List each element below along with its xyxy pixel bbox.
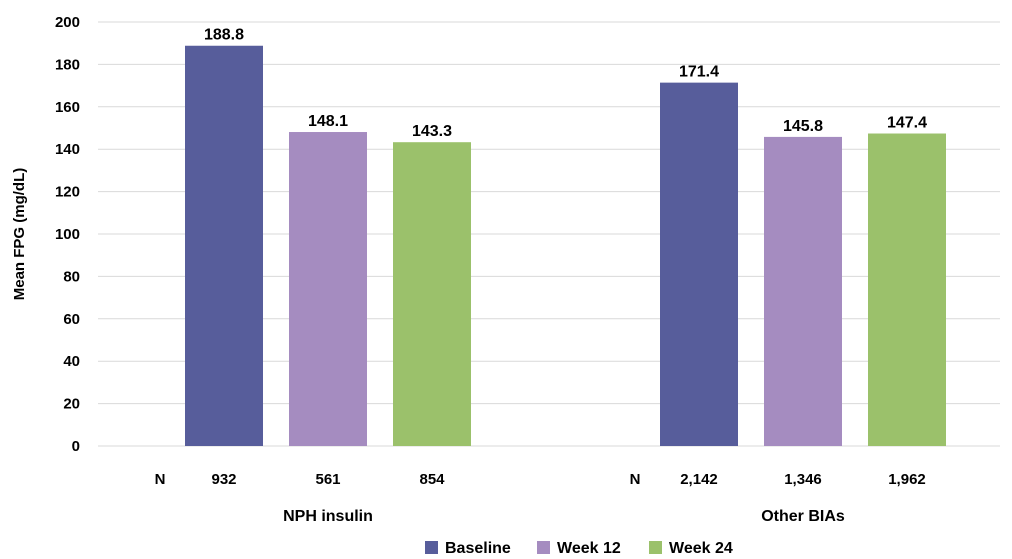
data-label: 143.3 <box>412 123 452 140</box>
n-label: N <box>630 471 641 488</box>
y-tick-label: 180 <box>55 56 80 73</box>
data-label: 148.1 <box>308 113 348 130</box>
y-tick-label: 40 <box>63 353 80 370</box>
bar-week-24 <box>393 142 471 447</box>
data-label: 147.4 <box>887 115 927 132</box>
data-labels: 188.8 148.1 143.3 171.4 145.8 147.4 <box>204 27 927 140</box>
n-value: 2,142 <box>680 471 718 488</box>
n-value: 932 <box>211 471 236 488</box>
y-tick-label: 200 <box>55 14 80 31</box>
y-tick-label: 100 <box>55 226 80 243</box>
n-value: 1,962 <box>888 471 926 488</box>
legend-swatch <box>649 541 662 554</box>
legend-label: Baseline <box>445 540 511 557</box>
data-label: 171.4 <box>679 64 719 81</box>
bar-week-24 <box>868 133 946 446</box>
category-label: NPH insulin <box>283 508 373 525</box>
bar-week-12 <box>764 136 842 447</box>
legend-swatch <box>425 541 438 554</box>
data-label: 188.8 <box>204 27 244 44</box>
y-tick-label: 160 <box>55 99 80 116</box>
legend-label: Week 12 <box>557 540 621 557</box>
n-label: N <box>155 471 166 488</box>
y-tick-label: 80 <box>63 268 80 285</box>
n-value: 854 <box>419 471 445 488</box>
y-tick-label: 140 <box>55 141 80 158</box>
category-labels: NPH insulin Other BIAs <box>283 508 845 525</box>
y-axis: 0 20 40 60 80 100 120 140 160 180 200 <box>55 14 80 455</box>
n-value: 561 <box>315 471 340 488</box>
y-axis-title: Mean FPG (mg/dL) <box>11 168 28 301</box>
y-tick-label: 60 <box>63 311 80 328</box>
category-label: Other BIAs <box>761 508 845 525</box>
bar-baseline <box>660 82 738 446</box>
y-tick-label: 20 <box>63 396 80 413</box>
n-value: 1,346 <box>784 471 822 488</box>
bar-week-12 <box>289 132 367 446</box>
legend: Baseline Week 12 Week 24 <box>425 540 733 557</box>
bars <box>185 45 946 447</box>
n-row: N 932 561 854 N 2,142 1,346 1,962 <box>155 471 926 488</box>
bar-baseline <box>185 45 263 447</box>
y-tick-label: 120 <box>55 184 80 201</box>
y-tick-label: 0 <box>72 438 80 455</box>
legend-swatch <box>537 541 550 554</box>
data-label: 145.8 <box>783 118 823 135</box>
legend-label: Week 24 <box>669 540 733 557</box>
